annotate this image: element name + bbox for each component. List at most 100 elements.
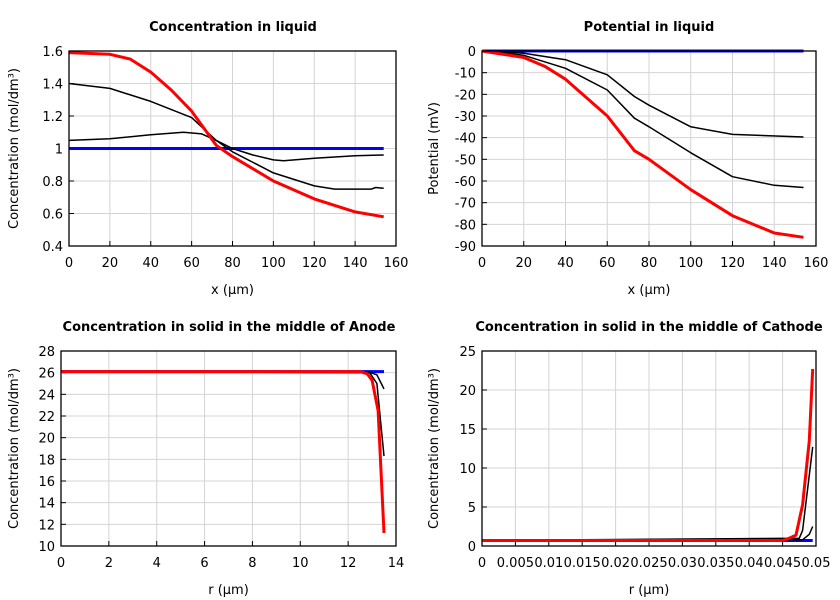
- series-line-3: [60, 370, 385, 457]
- y-axis-label: Potential (mV): [427, 102, 442, 195]
- x-tick-label: 0.005: [497, 556, 534, 571]
- x-tick-label: 2: [105, 556, 113, 571]
- y-tick-label: 1.2: [42, 110, 63, 125]
- x-tick-label: 0.01: [534, 556, 563, 571]
- y-tick-label: 18: [38, 453, 55, 468]
- plot-frame: [60, 350, 397, 547]
- y-tick-label: 25: [459, 345, 476, 360]
- series-line-4: [481, 49, 804, 239]
- y-tick-label: 28: [38, 345, 55, 360]
- y-tick-label: 10: [459, 462, 476, 477]
- subplot-4: Concentration in solid in the middle of …: [427, 320, 830, 598]
- x-tick-label: 20: [102, 256, 119, 271]
- series-line-4: [68, 51, 384, 219]
- y-tick-label: 1.6: [42, 45, 63, 60]
- x-axis-label: r (µm): [208, 583, 249, 598]
- subplot-2: Potential in liquid 0 20 40 60 80 100 120 140 160…: [427, 20, 828, 298]
- y-tick-label: 15: [459, 423, 476, 438]
- x-tick-label: 140: [343, 256, 368, 271]
- x-tick-label: 160: [804, 256, 829, 271]
- y-tick-label: 0.4: [42, 240, 63, 255]
- x-tick-label: 0.015: [564, 556, 601, 571]
- x-tick-label: 100: [261, 256, 286, 271]
- y-tick-label: 20: [38, 432, 55, 447]
- subplot-1: Concentration in liquid 0 20 40 60 80 100 120 14…: [7, 20, 408, 298]
- y-tick-label: 0: [468, 45, 476, 60]
- y-tick-label: 1.4: [42, 78, 63, 93]
- x-tick-label: 100: [678, 256, 703, 271]
- y-tick-label: -80: [455, 218, 476, 233]
- y-tick-label: -40: [455, 132, 476, 147]
- y-axis-label: Concentration (mol/dm³): [7, 368, 22, 529]
- y-tick-label: 20: [459, 384, 476, 399]
- plot-frame: [68, 50, 397, 247]
- plot-frame: [481, 50, 817, 247]
- x-tick-label: 20: [515, 256, 532, 271]
- y-tick-label: 16: [38, 475, 55, 490]
- x-tick-label: 120: [302, 256, 327, 271]
- series-line-2: [481, 50, 804, 138]
- series-line-4: [61, 370, 386, 534]
- series-line-4: [482, 368, 815, 542]
- chart-title: Concentration in solid in the middle of …: [63, 320, 396, 335]
- x-tick-label: 0.03: [668, 556, 697, 571]
- series-line-2: [68, 82, 384, 190]
- y-tick-label: 0: [468, 540, 476, 555]
- y-tick-label: 24: [38, 388, 55, 403]
- y-tick-label: -50: [455, 153, 476, 168]
- y-tick-label: 10: [38, 540, 55, 555]
- series-line-3: [68, 131, 384, 162]
- x-tick-label: 12: [340, 556, 357, 571]
- x-tick-label: 0: [65, 256, 73, 271]
- series-line-3: [481, 50, 804, 189]
- x-tick-label: 40: [142, 256, 159, 271]
- x-tick-label: 80: [224, 256, 241, 271]
- x-tick-label: 0: [57, 556, 65, 571]
- y-tick-label: -70: [455, 197, 476, 212]
- x-axis-label: r (µm): [629, 583, 670, 598]
- y-axis-label: Concentration (mol/dm³): [7, 68, 22, 229]
- y-tick-label: -30: [455, 110, 476, 125]
- x-tick-label: 0: [478, 556, 486, 571]
- y-tick-label: 22: [38, 410, 55, 425]
- y-tick-label: 5: [468, 501, 476, 516]
- y-tick-label: 26: [38, 367, 55, 382]
- y-tick-label: -20: [455, 88, 476, 103]
- y-tick-label: 14: [38, 497, 55, 512]
- series-line-2: [481, 446, 814, 542]
- x-tick-label: 140: [762, 256, 787, 271]
- x-tick-label: 60: [599, 256, 616, 271]
- x-axis-label: x (µm): [211, 283, 254, 298]
- chart-title: Potential in liquid: [584, 20, 715, 35]
- y-tick-label: 0.6: [42, 208, 63, 223]
- x-tick-label: 40: [557, 256, 574, 271]
- x-axis-label: x (µm): [628, 283, 671, 298]
- chart-title: Concentration in liquid: [149, 20, 317, 35]
- y-tick-label: 1: [55, 143, 63, 158]
- x-tick-label: 0.035: [697, 556, 734, 571]
- x-tick-label: 0.04: [735, 556, 764, 571]
- x-tick-label: 120: [720, 256, 745, 271]
- x-tick-label: 0.05: [802, 556, 831, 571]
- chart-title: Concentration in solid in the middle of …: [475, 320, 823, 335]
- y-tick-label: -60: [455, 175, 476, 190]
- x-tick-label: 14: [388, 556, 405, 571]
- subplot-3: Concentration in solid in the middle of …: [7, 320, 404, 598]
- y-tick-label: -10: [455, 67, 476, 82]
- x-tick-label: 160: [384, 256, 409, 271]
- x-tick-label: 60: [183, 256, 200, 271]
- y-tick-label: 12: [38, 518, 55, 533]
- x-tick-label: 0.025: [630, 556, 667, 571]
- plot-frame: [481, 350, 817, 547]
- x-tick-label: 80: [641, 256, 658, 271]
- x-tick-label: 6: [200, 556, 208, 571]
- x-tick-label: 10: [292, 556, 309, 571]
- x-tick-label: 8: [248, 556, 256, 571]
- x-tick-label: 0.045: [764, 556, 801, 571]
- y-axis-label: Concentration (mol/dm³): [427, 368, 442, 529]
- series-line-2: [61, 370, 385, 390]
- y-tick-label: 0.8: [42, 175, 63, 190]
- x-tick-label: 4: [153, 556, 161, 571]
